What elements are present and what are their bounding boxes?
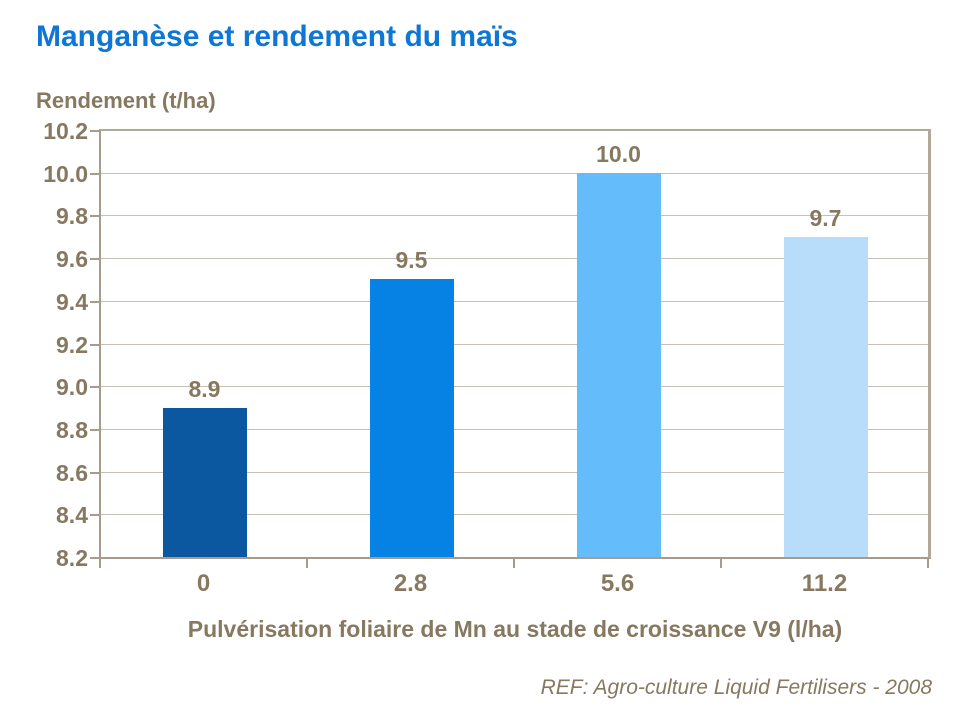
y-tick-mark (90, 172, 99, 175)
y-gridline (101, 172, 928, 174)
y-gridline (101, 514, 928, 516)
y-tick-mark (90, 557, 99, 559)
x-tick-label: 11.2 (801, 570, 848, 597)
y-tick-mark (90, 471, 99, 474)
y-tick-label: 8.2 (56, 545, 88, 571)
y-gridline (101, 343, 928, 345)
y-tick-mark (90, 300, 99, 303)
bar-value-label: 10.0 (596, 140, 641, 167)
x-axis-title: Pulvérisation foliaire de Mn au stade de… (187, 616, 843, 642)
y-tick-label: 9.0 (56, 374, 88, 401)
y-gridline (101, 258, 928, 260)
bar-value-label: 8.9 (188, 375, 221, 402)
y-tick-label: 10.2 (43, 118, 88, 144)
y-gridline (101, 300, 928, 302)
y-tick-label: 8.8 (56, 416, 88, 443)
y-gridline (101, 215, 928, 217)
y-tick-label: 9.2 (56, 331, 88, 358)
bar-value-label: 9.5 (395, 247, 428, 274)
y-tick-mark (90, 514, 99, 517)
y-tick-mark (90, 130, 99, 132)
y-tick-mark (90, 428, 99, 431)
bar (576, 172, 661, 557)
bar (783, 236, 868, 557)
x-tick-mark (99, 559, 101, 568)
page-title: Manganèse et rendement du maïs (36, 20, 518, 53)
x-tick-label: 2.8 (393, 570, 428, 597)
x-tick-mark (927, 559, 929, 568)
x-tick-label: 0 (196, 570, 211, 597)
x-tick-label: 5.6 (600, 570, 635, 597)
y-tick-mark (90, 215, 99, 218)
y-gridline (101, 428, 928, 430)
y-gridline (101, 386, 928, 388)
plot-area: 8.9 9.5 10.0 9.7 (99, 129, 931, 559)
y-tick-mark (90, 258, 99, 261)
bar-value-label: 9.7 (809, 204, 842, 231)
x-tick-mark (720, 559, 722, 568)
y-tick-label: 8.6 (56, 459, 88, 486)
y-tick-label: 8.4 (56, 502, 88, 529)
y-tick-mark (90, 343, 99, 346)
y-tick-label: 9.8 (56, 203, 88, 230)
bar (162, 407, 247, 557)
y-tick-label: 9.4 (56, 288, 88, 315)
x-tick-mark (513, 559, 515, 568)
y-axis-title: Rendement (t/ha) (36, 88, 216, 113)
bar (369, 279, 454, 557)
y-tick-mark (90, 386, 99, 389)
y-tick-label: 9.6 (56, 246, 88, 273)
x-tick-mark (306, 559, 308, 568)
reference-text: REF: Agro-culture Liquid Fertilisers - 2… (540, 676, 932, 699)
y-tick-label: 10.0 (43, 160, 88, 187)
y-gridline (101, 471, 928, 473)
